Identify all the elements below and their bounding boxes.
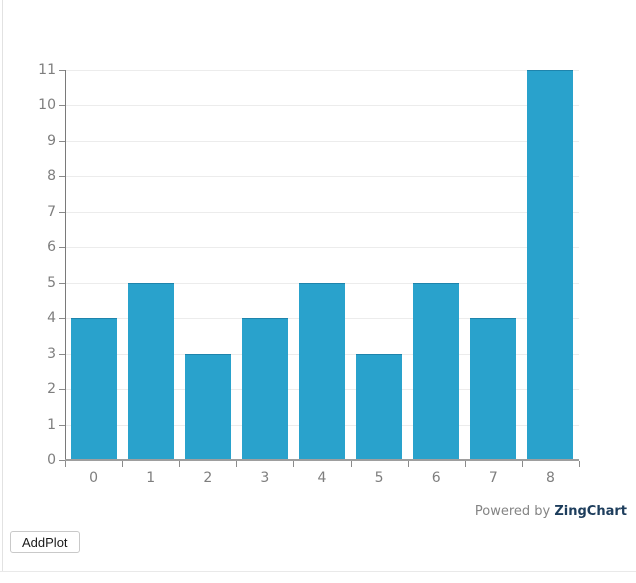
y-axis-tick-mark xyxy=(59,460,65,461)
y-axis-tick-label: 6 xyxy=(47,239,56,256)
x-axis-tick-label: 0 xyxy=(89,470,99,486)
x-axis-tick-label: 1 xyxy=(146,470,156,486)
bar-category-8[interactable] xyxy=(527,70,574,460)
addplot-button[interactable]: AddPlot xyxy=(10,531,80,553)
y-axis-tick-mark xyxy=(59,318,65,320)
gridline xyxy=(65,70,579,71)
x-axis-tick-mark xyxy=(350,461,352,467)
y-axis-tick-mark xyxy=(59,140,65,142)
y-axis-tick-label: 4 xyxy=(47,310,56,327)
gridline xyxy=(65,140,579,142)
bar-category-1[interactable] xyxy=(127,283,174,460)
x-axis-tick-mark xyxy=(521,461,523,467)
frame-border-bottom xyxy=(0,571,636,572)
x-axis-tick-label: 7 xyxy=(488,470,498,486)
y-axis-tick-label: 8 xyxy=(47,168,56,185)
x-axis-tick-mark xyxy=(464,461,466,467)
bar-category-6[interactable] xyxy=(413,283,460,460)
y-axis-tick-label: 2 xyxy=(47,381,56,398)
y-axis-tick-label: 7 xyxy=(47,203,56,220)
x-axis-tick-mark xyxy=(122,461,124,467)
x-axis-tick-mark xyxy=(579,461,580,467)
bar-category-4[interactable] xyxy=(299,283,345,460)
x-axis-tick-label: 3 xyxy=(260,470,270,486)
gridline xyxy=(65,176,579,178)
x-axis-tick-mark xyxy=(236,461,238,467)
bar-category-3[interactable] xyxy=(241,318,288,460)
bar-category-7[interactable] xyxy=(470,318,517,460)
y-axis-tick-mark xyxy=(59,70,65,71)
bar-chart: 0 1 2 3 4 5 6 7 8 9 10 11 0 1 2 3 4 5 6 7 8 xyxy=(38,62,580,486)
x-axis-tick-label: 8 xyxy=(545,470,555,486)
y-axis-tick-mark xyxy=(59,389,65,391)
y-axis-tick-mark xyxy=(59,105,65,107)
x-axis-tick-mark xyxy=(407,461,409,467)
x-axis-tick-label: 6 xyxy=(431,470,441,486)
x-axis-tick-label: 2 xyxy=(203,470,213,486)
frame-border-left xyxy=(2,0,3,571)
x-axis-tick-label: 5 xyxy=(374,470,384,486)
y-axis-tick-label: 10 xyxy=(38,97,56,114)
powered-by-prefix: Powered by xyxy=(474,504,555,519)
gridline xyxy=(65,105,579,107)
y-axis-tick-mark xyxy=(59,176,65,178)
y-axis-tick-mark xyxy=(59,282,65,284)
powered-by: Powered by ZingChart xyxy=(475,504,627,519)
y-axis-tick-label: 0 xyxy=(47,452,56,468)
y-axis-tick-label: 5 xyxy=(47,274,56,291)
y-axis-tick-label: 11 xyxy=(38,62,56,78)
y-axis-tick-mark xyxy=(59,424,65,426)
y-axis-line xyxy=(65,70,66,460)
y-axis-tick-mark xyxy=(59,247,65,249)
y-axis-tick-label: 1 xyxy=(47,416,56,433)
x-axis-tick-mark xyxy=(179,461,181,467)
y-axis-tick-label: 9 xyxy=(47,132,56,149)
x-axis-tick-mark xyxy=(293,461,295,467)
x-axis-line xyxy=(65,459,579,461)
zingchart-brand-link[interactable]: ZingChart xyxy=(554,504,627,519)
gridline xyxy=(65,247,579,249)
bar-category-5[interactable] xyxy=(356,354,403,460)
bar-category-0[interactable] xyxy=(70,318,117,460)
y-axis-tick-mark xyxy=(59,353,65,355)
x-axis-tick-mark xyxy=(65,461,66,467)
bar-category-2[interactable] xyxy=(184,354,231,460)
gridline xyxy=(65,211,579,213)
y-axis-tick-label: 3 xyxy=(47,345,56,362)
y-axis-tick-mark xyxy=(59,211,65,213)
x-axis-tick-label: 4 xyxy=(317,470,327,486)
